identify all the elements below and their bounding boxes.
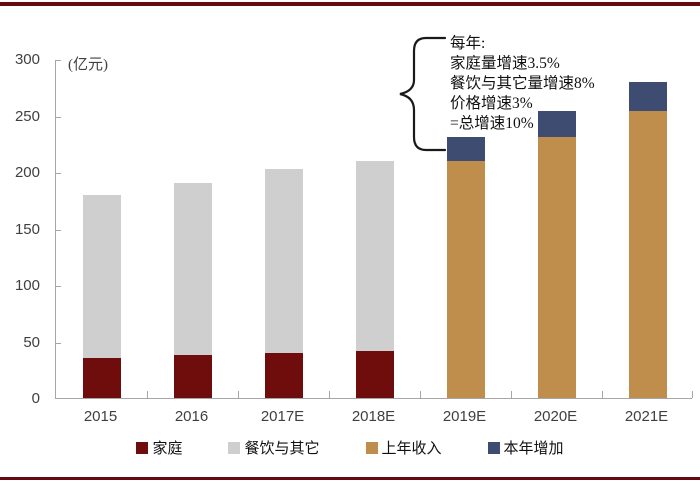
x-axis-category-label: 2016	[174, 408, 209, 425]
y-axis-tick-label: 250	[14, 107, 40, 125]
brace-icon	[399, 36, 447, 152]
bar-segment	[264, 352, 303, 398]
legend-item: 上年收入	[365, 437, 442, 458]
bar-segment	[446, 136, 485, 161]
y-axis-tick-label: 50	[23, 333, 40, 351]
y-axis-tick-mark	[56, 173, 61, 174]
y-axis-tick-label: 150	[14, 220, 40, 238]
legend-swatch	[136, 441, 149, 454]
x-axis-category-label: 2018E	[351, 408, 396, 425]
legend-item: 餐饮与其它	[228, 437, 320, 458]
annotation-line: =总增速10%	[450, 115, 534, 132]
legend-swatch	[228, 441, 241, 454]
y-axis-unit-label: (亿元)	[68, 57, 108, 73]
legend-label: 上年收入	[381, 441, 442, 457]
annotation-text: 每年: 家庭量增速3.5% 餐饮与其它量增速8% 价格增速3% =总增速10%	[450, 34, 595, 134]
bar-segment	[82, 194, 121, 359]
legend-swatch	[365, 441, 378, 454]
bar-segment	[355, 160, 394, 351]
x-axis-category-label: 2015	[83, 408, 118, 425]
y-axis-tick-label: 300	[14, 51, 40, 68]
x-axis-category-label: 2020E	[533, 408, 578, 425]
y-axis-tick-label: 0	[31, 390, 40, 407]
plot-area	[55, 60, 693, 399]
legend-label: 餐饮与其它	[244, 441, 320, 457]
annotation: 每年: 家庭量增速3.5% 餐饮与其它量增速8% 价格增速3% =总增速10%	[392, 34, 595, 152]
legend-item: 家庭	[136, 437, 182, 458]
x-axis-tick-mark	[511, 391, 512, 398]
bar-segment	[537, 111, 576, 137]
bar-segment	[628, 110, 667, 398]
y-axis-tick-label: 200	[14, 164, 40, 181]
legend-label: 本年增加	[503, 441, 564, 457]
y-axis-tick-mark	[56, 286, 61, 287]
y-axis-tick-label: 100	[14, 277, 40, 294]
bar-segment	[446, 160, 485, 398]
bar-segment	[537, 136, 576, 398]
x-axis-tick-mark	[692, 391, 693, 398]
x-axis-tick-mark	[147, 391, 148, 398]
bar-segment	[264, 168, 303, 353]
x-axis-tick-mark	[420, 391, 421, 398]
x-axis-tick-mark	[238, 391, 239, 398]
y-axis-tick-mark	[56, 229, 61, 231]
bar-segment	[82, 358, 121, 398]
annotation-line: 每年:	[450, 35, 486, 52]
legend-item: 本年增加	[487, 437, 564, 458]
annotation-line: 餐饮与其它量增速8%	[450, 75, 595, 92]
x-axis-category-label: 2017E	[260, 408, 305, 425]
legend: 家庭 餐饮与其它 上年收入 本年增加	[0, 437, 700, 458]
y-axis-tick-mark	[56, 116, 61, 118]
x-axis-category-label: 2019E	[442, 408, 487, 425]
bar-segment	[173, 355, 212, 398]
legend-swatch	[487, 441, 500, 454]
legend-label: 家庭	[152, 441, 183, 457]
bar-segment	[173, 183, 212, 356]
bar-segment	[628, 81, 667, 111]
bottom-rule	[0, 477, 700, 480]
y-axis-tick-mark	[56, 342, 61, 344]
y-axis-tick-mark	[56, 60, 61, 61]
x-axis-tick-mark	[329, 391, 330, 398]
bar-segment	[355, 350, 394, 398]
annotation-line: 价格增速3%	[450, 95, 533, 112]
x-axis-tick-mark	[602, 391, 603, 398]
annotation-line: 家庭量增速3.5%	[450, 55, 560, 72]
top-rule	[0, 2, 700, 6]
x-axis-category-label: 2021E	[624, 408, 669, 425]
